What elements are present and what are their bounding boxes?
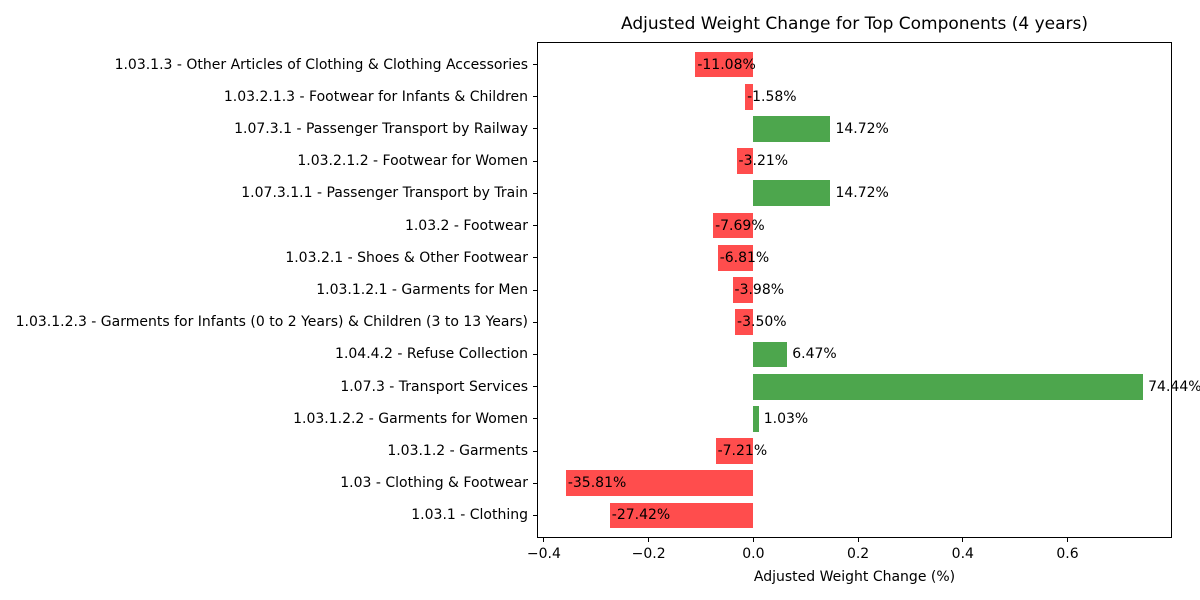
y-axis-label: 1.07.3.1 - Passenger Transport by Railwa… [234, 120, 528, 137]
bar [736, 148, 754, 175]
x-tick-label: 0.4 [951, 546, 974, 562]
y-tick [533, 418, 537, 420]
y-axis-label: 1.03.1.2.2 - Garments for Women [293, 410, 528, 427]
bar-value-label: -6.81% [719, 249, 770, 266]
y-axis-label: 1.04.4.2 - Refuse Collection [335, 346, 528, 363]
x-tick [962, 538, 964, 542]
bar [753, 405, 759, 432]
y-tick [533, 225, 537, 227]
x-tick-label: −0.2 [631, 546, 666, 562]
y-axis-label: 1.03.2.1.3 - Footwear for Infants & Chil… [223, 88, 528, 105]
bar-value-label: -3.98% [734, 282, 785, 298]
bar [713, 212, 754, 239]
x-tick [752, 538, 754, 542]
x-tick-label: −0.4 [526, 546, 561, 562]
y-axis-label: 1.07.3.1.1 - Passenger Transport by Trai… [241, 185, 528, 202]
bar [715, 438, 754, 464]
y-tick [533, 514, 537, 516]
y-tick [533, 353, 537, 355]
bar [695, 51, 754, 78]
y-tick [533, 257, 537, 259]
y-axis-label: 1.07.3 - Transport Services [340, 378, 528, 395]
bar-value-label: -3.50% [737, 314, 787, 331]
chart-title: Adjusted Weight Change for Top Component… [620, 14, 1088, 34]
y-tick [533, 386, 537, 388]
y-tick [533, 64, 537, 66]
bar [717, 244, 754, 271]
x-tick [543, 538, 545, 542]
y-axis-label: 1.03.2.1 - Shoes & Other Footwear [285, 249, 528, 266]
x-tick-label: 0.6 [1056, 546, 1079, 562]
bar [753, 180, 831, 207]
y-axis-label: 1.03 - Clothing & Footwear [340, 475, 528, 492]
bar [753, 341, 788, 368]
bar-value-label: -3.21% [738, 153, 789, 170]
bar-value-label: 14.72% [835, 120, 889, 137]
bar [732, 277, 754, 303]
bar [753, 373, 1144, 400]
bar [753, 116, 831, 142]
bar-value-label: 74.44% [1148, 378, 1200, 395]
x-tick [648, 538, 650, 542]
y-tick [533, 192, 537, 194]
bar [565, 470, 754, 497]
bar-value-label: -11.08% [697, 56, 756, 73]
y-axis-label: 1.03.1.2.3 - Garments for Infants (0 to … [15, 314, 528, 331]
y-tick [533, 128, 537, 130]
bar [735, 309, 754, 336]
bar-value-label: 14.72% [835, 185, 889, 202]
y-tick [533, 289, 537, 291]
y-tick [533, 160, 537, 162]
x-tick-label: 0.2 [846, 546, 870, 562]
plot-area [537, 42, 1172, 538]
x-tick [1067, 538, 1069, 542]
bar [745, 83, 754, 110]
y-axis-label: 1.03.2 - Footwear [404, 217, 528, 234]
y-tick [533, 321, 537, 323]
bar-value-label: 1.03% [763, 410, 809, 427]
x-tick [857, 538, 859, 542]
y-axis-label: 1.03.1.2 - Garments [387, 443, 528, 460]
x-tick-label: 0.0 [742, 546, 765, 562]
y-tick [533, 96, 537, 98]
y-tick [533, 482, 537, 484]
x-axis-label: Adjusted Weight Change (%) [753, 569, 956, 585]
bar-value-label: 6.47% [792, 346, 837, 363]
bar [609, 502, 754, 529]
bar-value-label: -7.21% [717, 443, 768, 460]
y-axis-label: 1.03.2.1.2 - Footwear for Women [297, 153, 528, 170]
bar-value-label: -27.42% [611, 507, 671, 524]
bar-value-label: -35.81% [567, 475, 627, 492]
bar-value-label: -1.58% [747, 88, 797, 105]
y-axis-label: 1.03.1.3 - Other Articles of Clothing & … [114, 56, 528, 73]
y-tick [533, 450, 537, 452]
y-axis-label: 1.03.1 - Clothing [411, 507, 528, 524]
bar-value-label: -7.69% [715, 217, 765, 234]
y-axis-label: 1.03.1.2.1 - Garments for Men [316, 282, 528, 298]
